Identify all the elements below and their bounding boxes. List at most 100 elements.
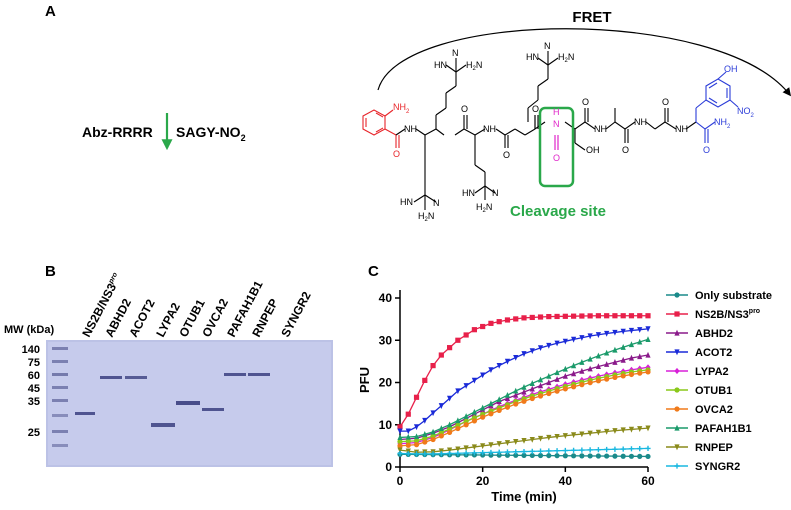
point-pafah1b1-22 <box>579 359 585 365</box>
legend-marker-lypa2 <box>674 367 680 375</box>
point-rnpep-16 <box>529 436 535 443</box>
atom-hn-1: HN <box>434 60 447 70</box>
point-ns2b-ns3-3 <box>422 377 428 383</box>
point-ns2b-ns3-16 <box>529 314 535 321</box>
point-syngr2-27 <box>620 446 626 452</box>
point-syngr2-16 <box>529 448 535 454</box>
point-syngr2-18 <box>546 448 552 454</box>
point-ns2b-ns3-2 <box>413 394 420 400</box>
x-ticks: 0 20 40 60 <box>397 467 655 488</box>
point-abhd2-15 <box>521 388 527 395</box>
point-ns2b-ns3-28 <box>628 313 635 319</box>
panel-b: B MW (kDa) 140 75 60 45 35 25 NS2B/NS3pr… <box>4 263 333 467</box>
point-acot2-4 <box>430 410 436 417</box>
point-only-substrate-27 <box>620 453 626 459</box>
x-axis-label: Time (min) <box>491 489 557 504</box>
point-rnpep-8 <box>463 445 469 452</box>
point-rnpep-6 <box>447 447 453 454</box>
panel-c-label: C <box>368 263 379 280</box>
marker-label-45: 45 <box>28 383 40 395</box>
atom-oh-tyr: OH <box>724 64 738 74</box>
point-abhd2-25 <box>604 361 610 367</box>
point-syngr2-8 <box>463 450 469 456</box>
point-abhd2-29 <box>637 353 643 360</box>
point-syngr2-5 <box>438 451 444 457</box>
point-ns2b-ns3-9 <box>471 327 477 333</box>
legend-marker-only-substrate <box>674 292 680 298</box>
point-syngr2-0 <box>397 450 403 457</box>
point-ovca2-12 <box>496 407 502 413</box>
point-ovca2-26 <box>612 374 618 381</box>
atom-o-3: O <box>532 104 539 114</box>
point-syngr2-9 <box>471 450 477 456</box>
point-ns2b-ns3-4 <box>430 363 436 369</box>
marker-label-60: 60 <box>28 370 40 382</box>
legend-label-syngr2: SYNGR2 <box>695 461 740 473</box>
atom-h2n-4: H2N <box>476 202 492 214</box>
point-abhd2-26 <box>612 359 618 365</box>
atom-h2n-1: H2N <box>466 60 482 72</box>
point-acot2-14 <box>513 354 519 361</box>
point-syngr2-15 <box>521 448 527 455</box>
point-ns2b-ns3-22 <box>579 313 585 319</box>
legend-label-abhd2: ABHD2 <box>695 328 733 340</box>
legend-item-otub1: OTUB1 <box>666 385 732 397</box>
legend-label-main-only-substrate: Only substrate <box>695 290 772 302</box>
point-acot2-28 <box>628 327 635 334</box>
point-syngr2-3 <box>422 451 428 457</box>
point-ovca2-6 <box>447 429 453 435</box>
point-abhd2-16 <box>529 385 535 392</box>
y-axis-label: PFU <box>357 367 372 393</box>
atom-o-1: O <box>461 104 468 114</box>
legend-label-main-ovca2: OVCA2 <box>695 404 733 416</box>
legend-item-lypa2: LYPA2 <box>666 366 729 378</box>
series-ns2b-ns3 <box>397 313 651 430</box>
point-pafah1b1-6 <box>447 421 453 428</box>
point-syngr2-19 <box>554 448 560 454</box>
lane-label-syngr2: SYNGR2 <box>278 289 314 339</box>
point-abhd2-28 <box>628 354 635 361</box>
atom-nh-2: NH <box>483 124 496 134</box>
legend-label-sup-ns2b-ns3: pro <box>749 308 760 315</box>
point-ns2b-ns3-24 <box>595 313 601 319</box>
atom-nh2-c-main: NH <box>714 117 727 127</box>
point-only-substrate-12 <box>496 452 502 458</box>
cleavage-box <box>538 106 575 188</box>
point-ovca2-21 <box>571 384 577 390</box>
point-acot2-16 <box>529 348 535 355</box>
atom-o-2: O <box>503 150 510 160</box>
point-syngr2-21 <box>571 447 577 453</box>
legend-marker-ovca2 <box>674 406 680 412</box>
band-pafah1b1 <box>224 373 246 376</box>
point-rnpep-9 <box>471 444 477 451</box>
point-rnpep-13 <box>504 440 511 446</box>
point-pafah1b1-4 <box>430 428 436 435</box>
point-ovca2-17 <box>537 393 544 399</box>
point-acot2-5 <box>438 403 444 409</box>
point-ns2b-ns3-5 <box>438 352 444 358</box>
legend-item-pafah1b1: PAFAH1B1 <box>666 423 752 435</box>
marker-label-25: 25 <box>28 427 40 439</box>
line-chart: 0 10 20 30 40 0 20 40 60 PFU Time (min) <box>357 290 655 504</box>
point-only-substrate-21 <box>571 453 577 459</box>
point-pafah1b1-27 <box>620 344 626 350</box>
point-ns2b-ns3-29 <box>637 313 643 319</box>
point-rnpep-28 <box>628 426 635 433</box>
atom-h2n-2-sub: 2 <box>565 58 569 64</box>
point-acot2-24 <box>595 332 601 338</box>
band-acot2 <box>125 376 147 379</box>
point-ovca2-30 <box>645 369 651 375</box>
point-rnpep-20 <box>562 433 568 439</box>
peptide-right-main: SAGY-NO <box>176 124 241 140</box>
atom-nh-1: NH <box>404 124 417 134</box>
legend-label-main-pafah1b1: PAFAH1B1 <box>695 423 752 435</box>
atom-o-5: O <box>622 145 629 155</box>
point-ns2b-ns3-1 <box>405 411 411 417</box>
point-acot2-19 <box>554 340 560 347</box>
point-pafah1b1-28 <box>628 341 635 348</box>
point-ns2b-ns3-20 <box>562 313 568 319</box>
point-ovca2-13 <box>504 404 511 410</box>
point-rnpep-7 <box>455 446 461 453</box>
legend-marker-otub1 <box>674 387 680 393</box>
point-syngr2-17 <box>537 448 544 454</box>
